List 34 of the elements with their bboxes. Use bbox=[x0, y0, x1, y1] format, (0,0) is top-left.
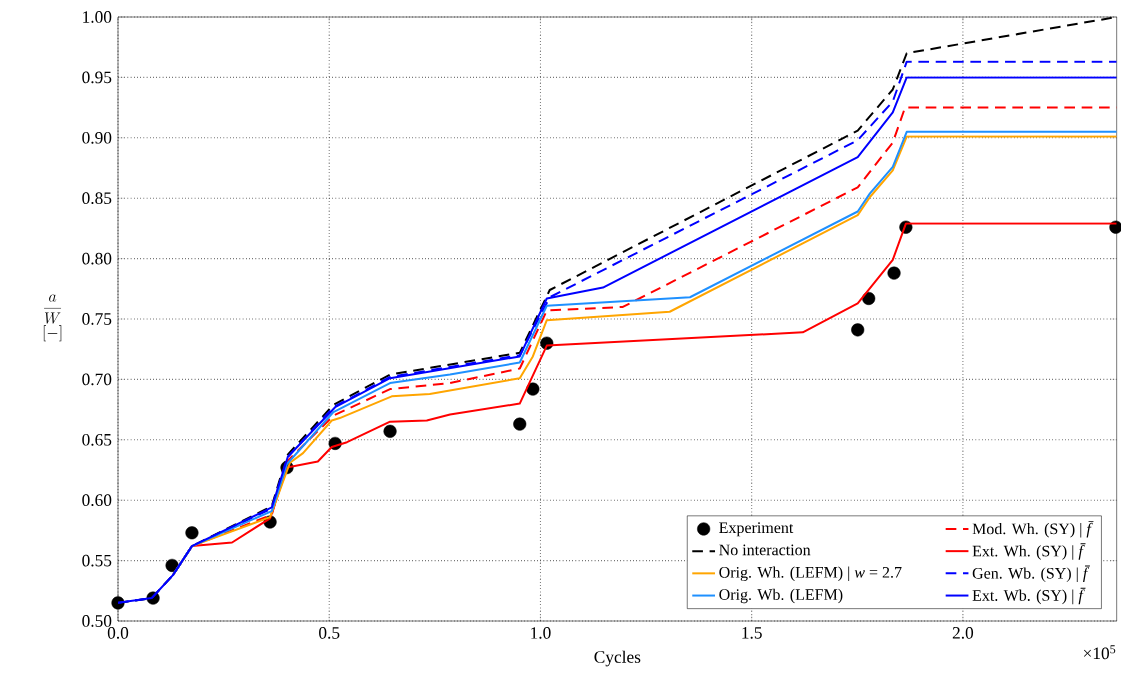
legend-label: No interaction bbox=[719, 544, 811, 556]
y-tick-label: 0.70 bbox=[82, 373, 112, 386]
legend-label: Orig. Wh. (LEFM) | w = 2.7 bbox=[719, 566, 902, 582]
point bbox=[185, 526, 199, 540]
point bbox=[851, 323, 865, 337]
y-tick-label: 0.65 bbox=[82, 433, 112, 446]
x-tick-label: 0.0 bbox=[107, 627, 129, 639]
x-axis-title: Cycles bbox=[594, 650, 641, 667]
x-tick-label: 1.5 bbox=[742, 627, 762, 639]
legend-label: Gen. Wb. (SY) | f̄ bbox=[972, 565, 1090, 582]
legend-label: Mod. Wh. (SY) | f̄ bbox=[972, 521, 1094, 538]
legend-label: Orig. Wb. (LEFM) bbox=[719, 588, 843, 604]
legend-label: Ext. Wb. (SY) | f̄ bbox=[972, 587, 1086, 605]
legend-label: Ext. Wh. (SY) | f̄ bbox=[972, 543, 1086, 560]
y-tick-label: 0.90 bbox=[82, 131, 112, 144]
y-tick-label: 1.00 bbox=[83, 11, 112, 23]
legend-label: Experiment bbox=[719, 522, 794, 537]
y-tick-label: 0.95 bbox=[82, 71, 112, 84]
y-tick-label: 0.60 bbox=[82, 494, 112, 507]
point bbox=[887, 266, 901, 280]
point bbox=[513, 417, 527, 431]
point bbox=[526, 382, 540, 396]
y-tick-label: 0.80 bbox=[82, 252, 112, 265]
y-tick-label: 0.75 bbox=[82, 313, 112, 325]
point bbox=[165, 558, 179, 572]
y-tick-label: 0.85 bbox=[82, 192, 112, 205]
text: ×10$^{5}$ bbox=[1083, 645, 1116, 660]
x-tick-label: 2.0 bbox=[952, 627, 974, 639]
y-axis-title: $\begin{array}{c}\displaystyle\frac{a}{W}\\ {[-]}\end{array}$ bbox=[43, 294, 62, 342]
point bbox=[383, 424, 397, 438]
x-tick-label: 0.5 bbox=[319, 627, 340, 639]
y-tick-label: 0.50 bbox=[82, 615, 112, 627]
y-tick-label: 0.55 bbox=[82, 554, 112, 567]
x-tick-label: 1.0 bbox=[531, 627, 551, 639]
